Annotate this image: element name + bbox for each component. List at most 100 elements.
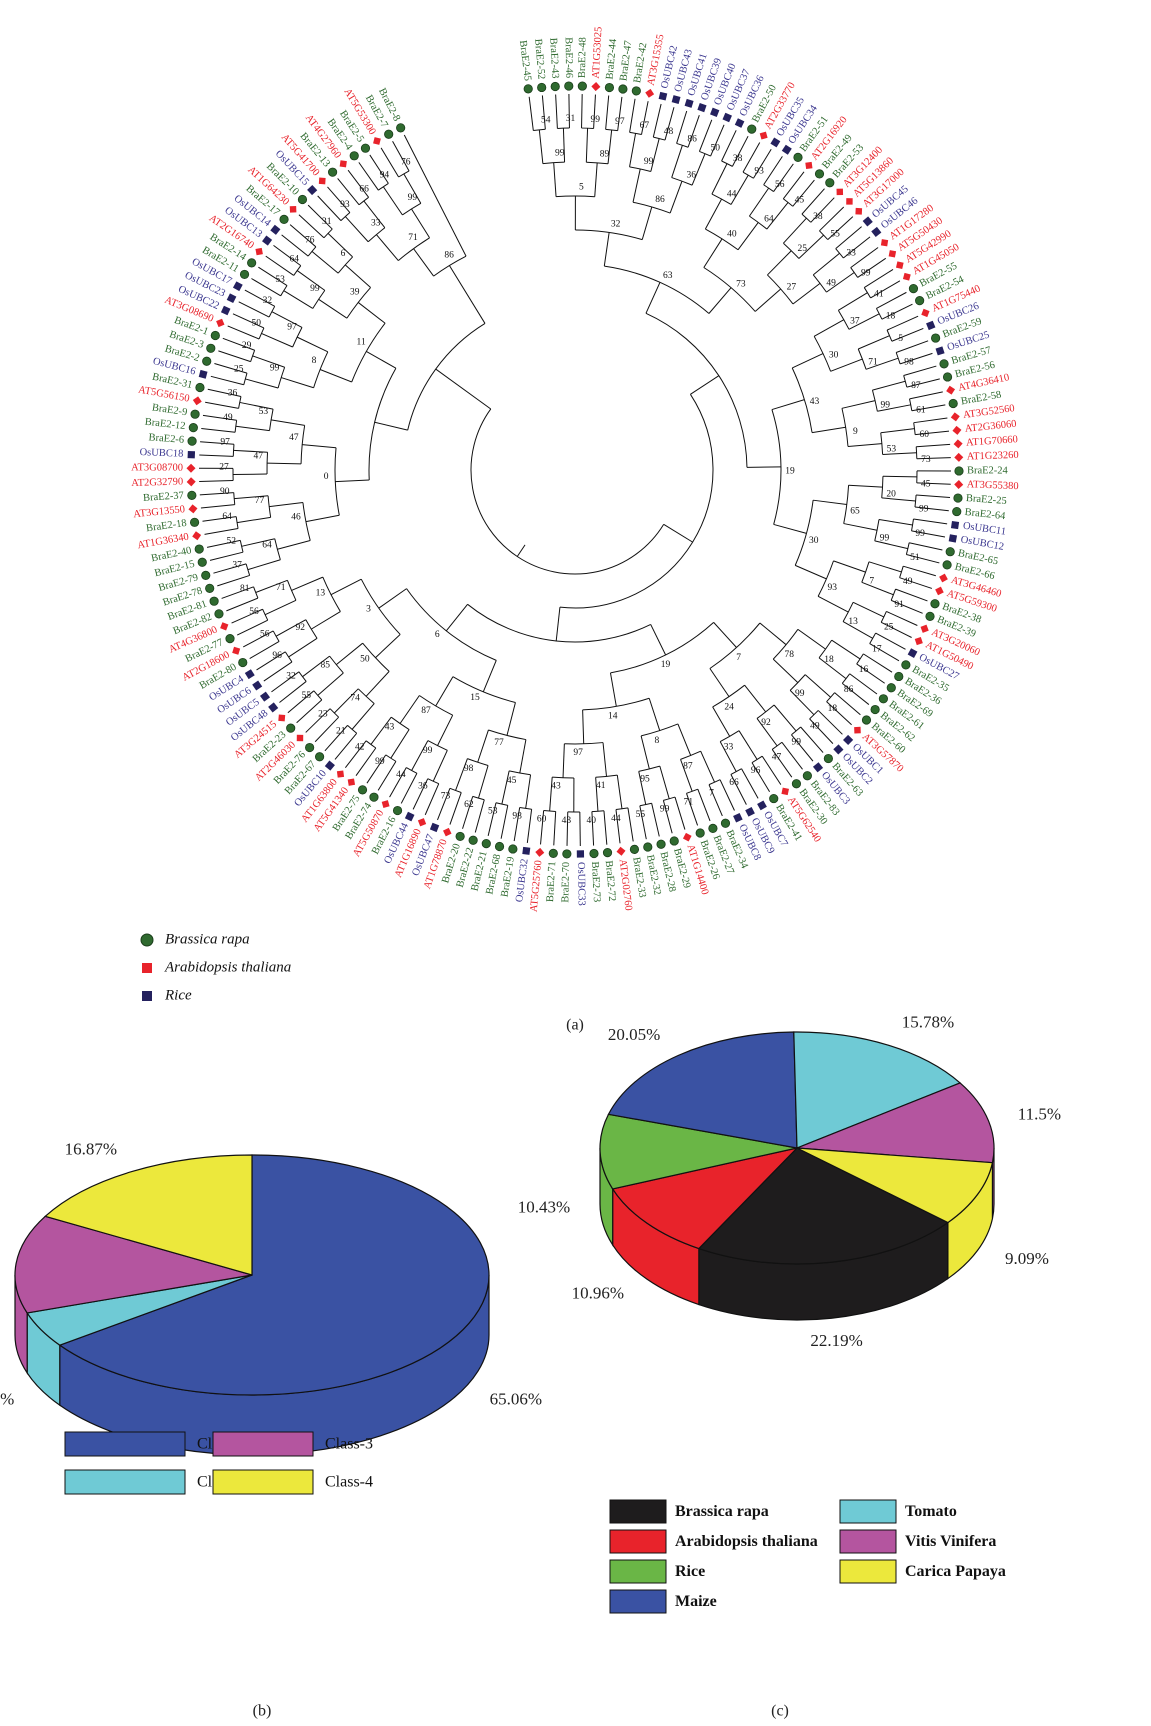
legend-label: Brassica rapa	[165, 931, 250, 947]
bootstrap-value: 44	[611, 814, 621, 824]
branch	[739, 731, 757, 760]
branch	[433, 750, 447, 781]
leaf-marker	[227, 293, 237, 303]
branch	[617, 775, 622, 809]
bootstrap-value: 98	[464, 764, 474, 774]
bootstrap-value: 95	[640, 774, 650, 784]
bootstrap-value: 63	[663, 271, 673, 281]
bootstrap-value: 24	[724, 703, 734, 713]
branch	[517, 545, 525, 557]
branch	[670, 181, 682, 213]
bootstrap-value: 31	[566, 114, 576, 124]
leaf-marker	[240, 270, 248, 278]
legend-label: Carica Papaya	[905, 1563, 1006, 1580]
leaf-marker	[482, 839, 490, 847]
branch	[449, 265, 485, 323]
leaf-marker	[670, 837, 678, 845]
leaf-marker	[551, 82, 559, 90]
leaf-marker	[770, 137, 780, 147]
branch	[690, 376, 718, 395]
leaf-marker	[803, 772, 811, 780]
branch	[563, 744, 564, 778]
leaf-label: OsUBC18	[139, 447, 183, 460]
branch	[554, 811, 556, 845]
bootstrap-value: 60	[919, 430, 929, 440]
branch	[201, 505, 235, 508]
bootstrap-value: 87	[911, 381, 921, 391]
leaf-marker	[188, 504, 197, 513]
branch	[774, 524, 807, 533]
bootstrap-value: 13	[316, 589, 326, 599]
leaf-marker	[855, 208, 862, 215]
branch	[913, 519, 947, 524]
branch	[818, 710, 842, 734]
branch	[383, 187, 402, 215]
bootstrap-value: 99	[375, 757, 385, 767]
leaf-marker	[443, 828, 452, 837]
bootstrap-value: 71	[408, 233, 418, 243]
leaf-marker	[826, 179, 834, 187]
branch	[436, 677, 453, 706]
leaf-label: BraE2-37	[143, 490, 184, 504]
branch	[709, 288, 731, 314]
bootstrap-value: 99	[644, 157, 654, 167]
leaf-marker	[903, 273, 911, 281]
branch	[319, 299, 347, 318]
bootstrap-value: 66	[729, 778, 739, 788]
bootstrap-value: 55	[636, 810, 646, 820]
leaf-marker	[935, 587, 944, 596]
bootstrap-value: 7	[869, 577, 874, 587]
bootstrap-value: 91	[894, 600, 904, 610]
branch	[311, 612, 340, 630]
branch	[526, 775, 531, 809]
leaf-marker	[833, 744, 843, 754]
bootstrap-value: 44	[727, 190, 737, 200]
bootstrap-value: 40	[586, 816, 596, 826]
leaf-marker	[723, 113, 732, 122]
branch	[802, 189, 825, 214]
branch	[916, 444, 950, 446]
bootstrap-value: 42	[355, 742, 365, 752]
bootstrap-value: 33	[371, 219, 381, 229]
bootstrap-value: 99	[915, 529, 925, 539]
bootstrap-value: 32	[263, 296, 273, 306]
leaf-marker	[603, 848, 611, 856]
branch	[701, 751, 715, 782]
bootstrap-value: 86	[655, 195, 665, 205]
branch	[269, 503, 303, 507]
bootstrap-value: 39	[350, 287, 360, 297]
branch	[331, 579, 361, 594]
leaf-marker	[843, 735, 853, 745]
leaf-marker	[672, 95, 681, 104]
leaf-marker	[760, 132, 768, 140]
branch	[812, 427, 846, 432]
branch	[795, 565, 826, 579]
legend-swatch	[610, 1500, 666, 1523]
bootstrap-value: 5	[579, 182, 584, 192]
bootstrap-value: 90	[220, 487, 230, 497]
branch	[236, 426, 270, 430]
leaf-marker	[370, 793, 378, 801]
caption-a: (a)	[566, 1017, 584, 1034]
bootstrap-value: 99	[590, 115, 600, 125]
bootstrap-value: 89	[600, 150, 610, 160]
leaf-marker	[195, 545, 203, 553]
bootstrap-value: 73	[441, 791, 451, 801]
branch	[320, 370, 352, 382]
bootstrap-value: 97	[287, 322, 297, 332]
bootstrap-value: 27	[219, 462, 229, 472]
branch	[767, 251, 791, 275]
leaf-marker	[824, 754, 832, 762]
leaf-marker	[931, 600, 939, 608]
branch	[582, 94, 583, 128]
bootstrap-value: 50	[251, 318, 261, 328]
leaf-label: BraE2-47	[618, 40, 634, 82]
bootstrap-value: 43	[810, 397, 820, 407]
bootstrap-value: 15	[470, 693, 480, 703]
branch	[773, 659, 798, 682]
leaf-marker	[189, 423, 197, 431]
branch	[805, 675, 830, 698]
leaf-marker	[307, 185, 317, 195]
leaf-marker	[524, 85, 532, 93]
branch	[586, 128, 587, 162]
